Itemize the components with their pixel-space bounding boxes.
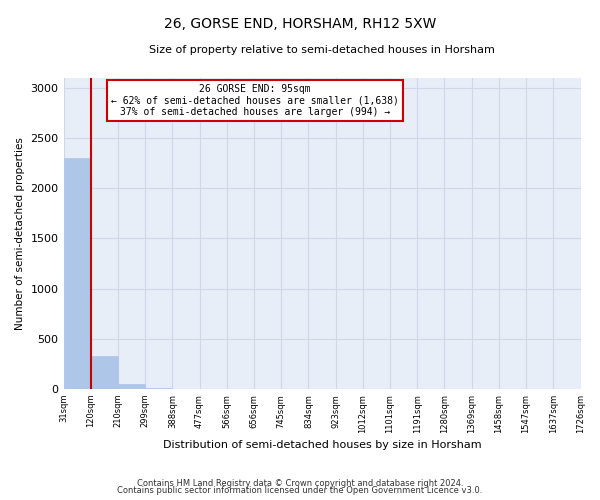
Y-axis label: Number of semi-detached properties: Number of semi-detached properties [15,137,25,330]
Text: 26, GORSE END, HORSHAM, RH12 5XW: 26, GORSE END, HORSHAM, RH12 5XW [164,18,436,32]
Text: Contains public sector information licensed under the Open Government Licence v3: Contains public sector information licen… [118,486,482,495]
Title: Size of property relative to semi-detached houses in Horsham: Size of property relative to semi-detach… [149,45,495,55]
X-axis label: Distribution of semi-detached houses by size in Horsham: Distribution of semi-detached houses by … [163,440,481,450]
Text: 26 GORSE END: 95sqm
← 62% of semi-detached houses are smaller (1,638)
37% of sem: 26 GORSE END: 95sqm ← 62% of semi-detach… [111,84,399,117]
Bar [64,158,91,389]
Bar [145,388,172,389]
Text: Contains HM Land Registry data © Crown copyright and database right 2024.: Contains HM Land Registry data © Crown c… [137,478,463,488]
Bar [118,384,145,389]
Bar [91,356,118,389]
